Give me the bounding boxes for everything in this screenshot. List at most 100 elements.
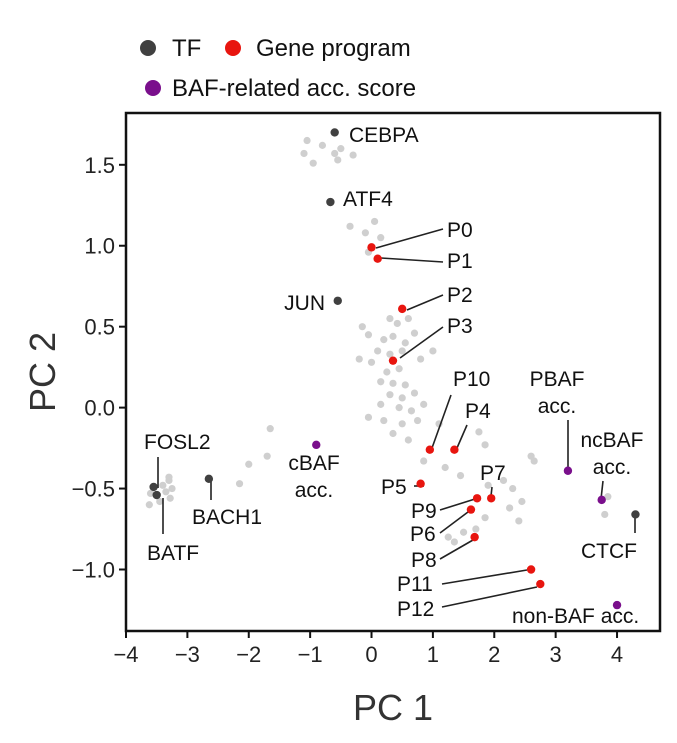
label-pbaf-acc: PBAF acc. xyxy=(530,368,585,418)
point-batf xyxy=(152,490,161,500)
legend-label-tf: TF xyxy=(172,35,201,62)
background-point xyxy=(235,480,244,488)
background-point xyxy=(380,336,388,344)
background-point xyxy=(156,497,164,506)
legend-marker-gene-program xyxy=(225,40,241,56)
background-point xyxy=(604,493,612,501)
background-point xyxy=(386,391,394,399)
background-point xyxy=(420,400,428,408)
point-bach1 xyxy=(204,474,214,484)
label-p6: P6 xyxy=(410,523,436,546)
background-point xyxy=(331,149,339,158)
background-point xyxy=(417,355,425,363)
label-p1: P1 xyxy=(447,250,473,273)
legend: TF Gene program BAF-related acc. score xyxy=(140,35,416,102)
background-points xyxy=(145,136,612,546)
leader-line-p1 xyxy=(380,257,444,263)
label-p8: P8 xyxy=(411,549,437,572)
background-point xyxy=(456,472,465,480)
x-tick-label: 1 xyxy=(427,642,439,667)
background-point xyxy=(166,494,174,502)
point-p2 xyxy=(398,304,407,314)
y-axis: −1.0 −0.5 0.0 0.5 1.0 1.5 xyxy=(72,153,126,582)
label-atf4: ATF4 xyxy=(343,188,393,211)
background-point xyxy=(389,332,397,340)
point-cbaf-acc xyxy=(312,440,321,450)
background-point xyxy=(407,407,416,415)
background-point xyxy=(162,488,170,496)
point-p3 xyxy=(388,356,398,365)
x-tick-label: 4 xyxy=(611,642,623,667)
background-point xyxy=(145,501,153,509)
leader-line-p0 xyxy=(375,228,444,249)
background-point xyxy=(355,355,363,363)
legend-label-gene-program: Gene program xyxy=(256,35,411,62)
background-point xyxy=(410,329,419,337)
label-ncbaf-acc: ncBAF acc. xyxy=(580,429,643,479)
background-point xyxy=(506,504,514,512)
background-point xyxy=(383,368,391,376)
x-tick-label: 0 xyxy=(365,642,377,667)
leader-line-p4 xyxy=(456,424,468,449)
x-tick-label: −1 xyxy=(298,642,323,667)
y-tick-label: 0.0 xyxy=(84,396,115,421)
leader-line-p9 xyxy=(439,498,476,511)
background-point xyxy=(389,379,397,387)
background-point xyxy=(530,457,538,465)
background-point xyxy=(364,331,373,339)
leader-line-p11 xyxy=(441,569,528,585)
label-p2: P2 xyxy=(447,284,473,307)
label-p10: P10 xyxy=(453,368,490,391)
highlighted-points xyxy=(149,128,640,610)
point-p9 xyxy=(472,494,482,503)
label-p12: P12 xyxy=(397,598,434,621)
background-point xyxy=(398,394,406,402)
background-point xyxy=(420,457,428,465)
point-jun xyxy=(333,296,342,305)
point-p11 xyxy=(526,565,536,574)
leader-line-p6 xyxy=(439,511,469,534)
y-tick-label: 1.0 xyxy=(84,234,115,259)
label-jun: JUN xyxy=(284,292,325,315)
point-p7 xyxy=(487,494,496,503)
point-pbaf-acc xyxy=(563,466,573,475)
background-point xyxy=(481,514,489,522)
background-point xyxy=(398,347,406,355)
label-batf: BATF xyxy=(147,542,199,565)
background-point xyxy=(410,389,419,397)
leader-line-p2 xyxy=(406,294,444,311)
background-point xyxy=(159,481,167,489)
background-point xyxy=(349,151,357,159)
x-tick-label: −2 xyxy=(236,642,261,667)
y-tick-label: 0.5 xyxy=(84,315,115,340)
label-p11: P11 xyxy=(397,573,433,596)
background-point xyxy=(401,381,409,389)
background-point xyxy=(165,476,173,485)
point-p1 xyxy=(373,254,382,263)
leader-line-p10 xyxy=(431,394,452,449)
background-point xyxy=(374,347,382,355)
y-tick-label: −1.0 xyxy=(72,557,115,582)
background-point xyxy=(380,416,388,425)
background-point xyxy=(472,525,480,533)
point-non-baf-acc xyxy=(612,600,622,610)
background-point xyxy=(518,497,526,506)
y-tick-label: 1.5 xyxy=(84,153,115,178)
point-p5 xyxy=(416,479,425,488)
background-point xyxy=(395,365,403,373)
label-p3: P3 xyxy=(447,315,473,338)
point-p10 xyxy=(425,445,435,454)
point-atf4 xyxy=(326,197,335,207)
y-tick-label: −0.5 xyxy=(72,477,115,502)
label-p4: P4 xyxy=(465,400,491,423)
label-fosl2: FOSL2 xyxy=(144,431,211,454)
point-p8 xyxy=(470,532,479,542)
background-point xyxy=(318,141,327,149)
background-point xyxy=(168,484,176,493)
x-tick-label: 3 xyxy=(550,642,562,667)
leader-lines xyxy=(157,228,636,608)
background-point xyxy=(459,528,468,536)
background-point xyxy=(337,145,345,153)
label-cbaf-acc: cBAF acc. xyxy=(288,452,339,502)
point-p6 xyxy=(466,505,476,514)
